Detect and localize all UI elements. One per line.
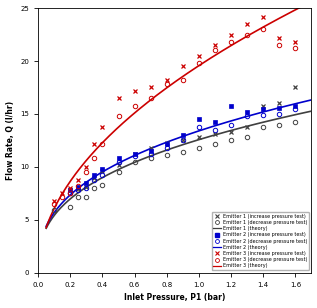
Y-axis label: Flow Rate, Q (l/hr): Flow Rate, Q (l/hr) [6, 101, 15, 180]
Legend: Emitter 1 (increase pressure test), Emitter 1 (decrease pressure test), Emitter : Emitter 1 (increase pressure test), Emit… [211, 212, 309, 270]
X-axis label: Inlet Pressure, P1 (bar): Inlet Pressure, P1 (bar) [124, 294, 225, 302]
